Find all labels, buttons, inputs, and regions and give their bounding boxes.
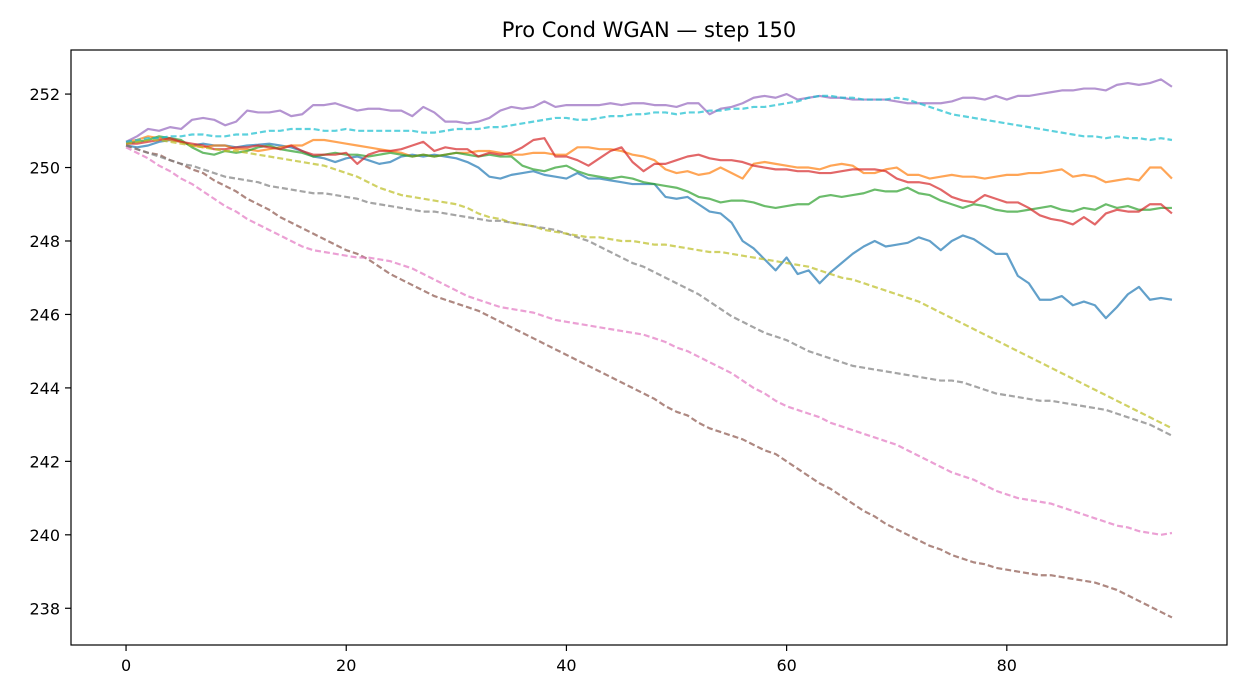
y-tick-label: 240 — [29, 526, 60, 545]
series-cyan-line — [125, 94, 1173, 143]
series-olive-line — [125, 138, 1173, 430]
series-green-line — [125, 135, 1172, 213]
y-tick-label: 250 — [29, 159, 60, 178]
series-layer — [125, 78, 1173, 619]
plot-frame — [70, 49, 1228, 646]
y-tick-label: 246 — [29, 305, 60, 324]
y-tick-label: 244 — [29, 379, 60, 398]
chart-title: Pro Cond WGAN — step 150 — [501, 18, 797, 42]
series-brown-line — [125, 144, 1173, 619]
x-tick-label: 40 — [556, 656, 576, 675]
y-tick-label: 248 — [29, 232, 60, 251]
x-tick-label: 60 — [776, 656, 796, 675]
y-tick-label: 242 — [29, 452, 60, 471]
y-tick-label: 238 — [29, 599, 60, 618]
series-orange-line — [125, 135, 1173, 184]
series-gray-line — [125, 144, 1173, 437]
series-pink-line — [125, 146, 1173, 536]
y-tick-label: 252 — [29, 85, 60, 104]
x-tick-label: 0 — [121, 656, 131, 675]
series-red-line — [126, 137, 1173, 226]
x-tick-label: 80 — [997, 656, 1017, 675]
axes-layer: 0 20 40 60 80 238 240 242 244 246 248 250 252 — [29, 49, 1228, 675]
x-tick-label: 20 — [336, 656, 356, 675]
series-purple-line — [125, 78, 1173, 143]
